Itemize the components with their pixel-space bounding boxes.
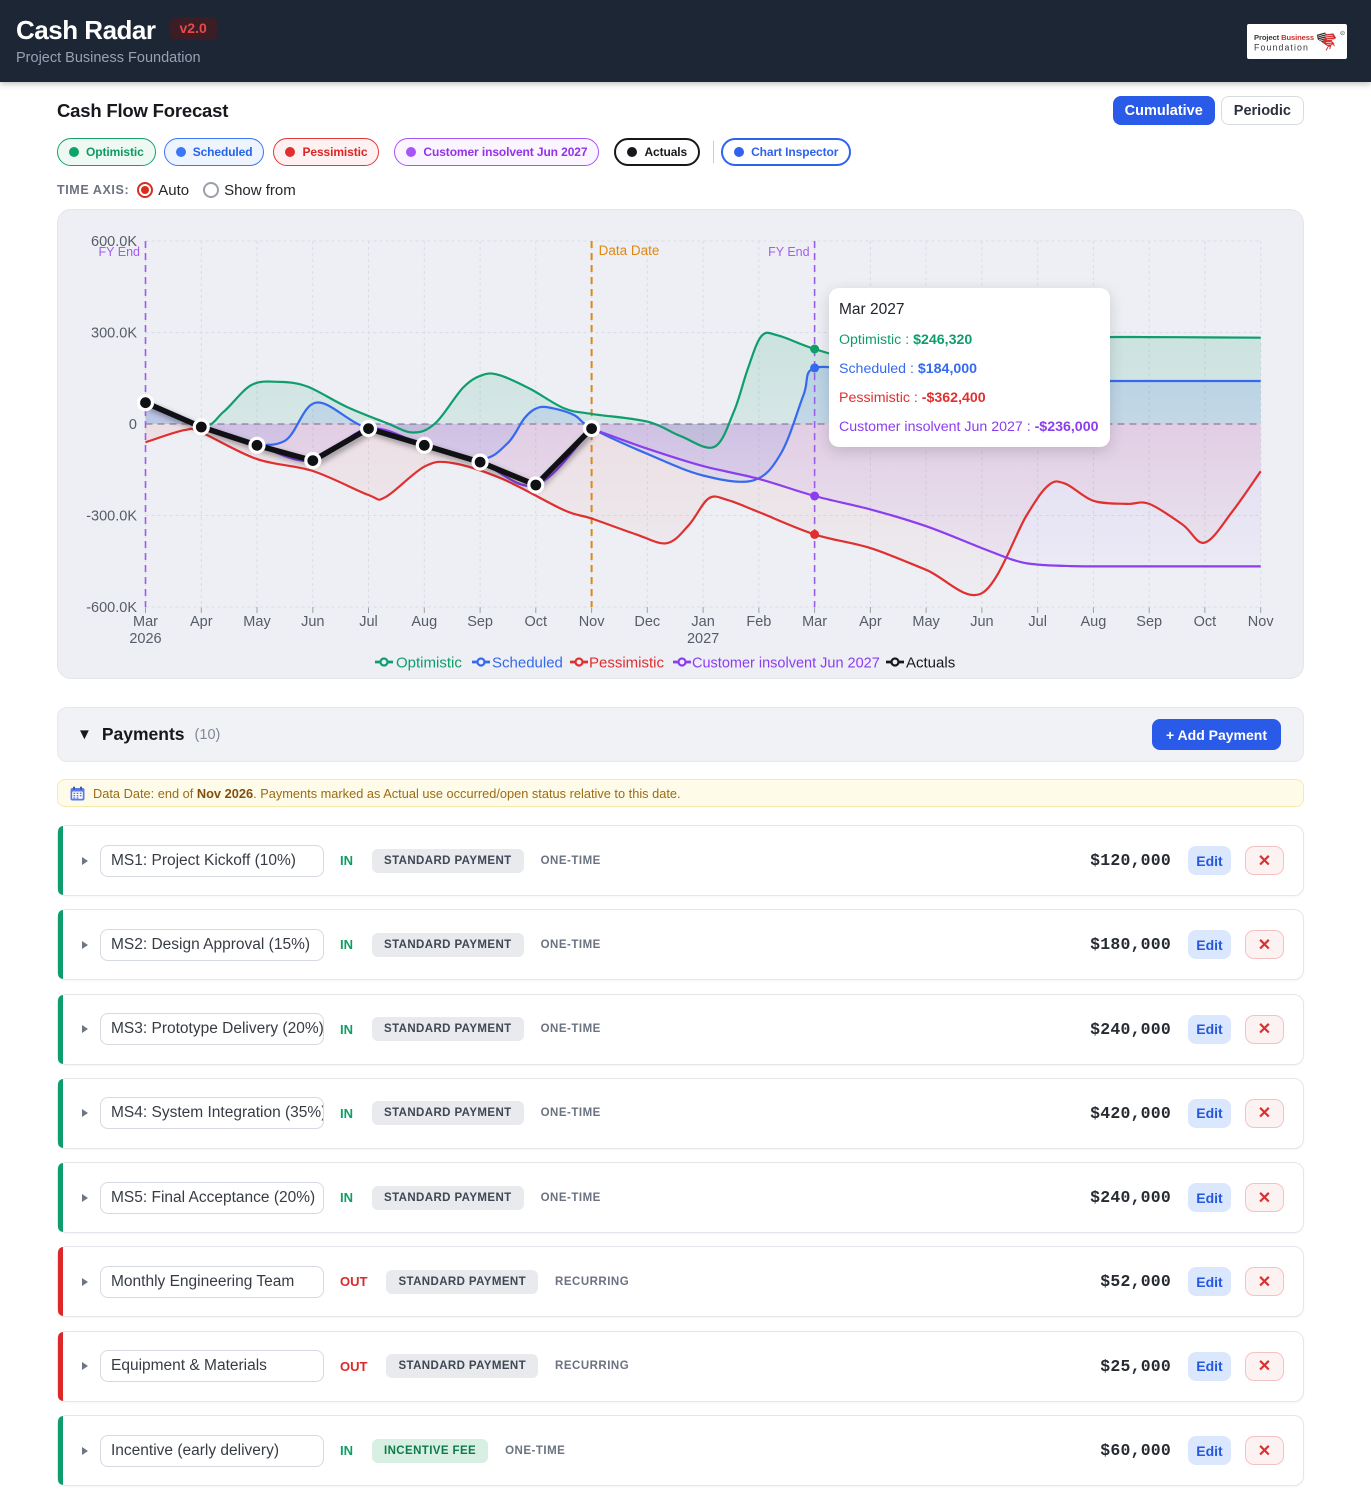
svg-text:FY End: FY End xyxy=(768,245,810,259)
svg-text:Nov: Nov xyxy=(579,614,606,630)
svg-text:Feb: Feb xyxy=(746,614,771,630)
svg-text:Jun: Jun xyxy=(301,614,324,630)
svg-text:Nov: Nov xyxy=(1248,614,1275,630)
svg-text:Oct: Oct xyxy=(525,614,548,630)
svg-text:Project Business: Project Business xyxy=(1254,33,1314,42)
svg-text:Apr: Apr xyxy=(859,614,882,630)
svg-text:Foundation: Foundation xyxy=(1254,43,1309,53)
svg-text:Mar: Mar xyxy=(802,614,827,630)
svg-text:0: 0 xyxy=(129,417,137,433)
svg-text:Jul: Jul xyxy=(1028,614,1047,630)
svg-text:Pessimistic: Pessimistic xyxy=(589,655,665,672)
svg-text:Jan: Jan xyxy=(691,614,714,630)
svg-text:-300.0K: -300.0K xyxy=(86,509,137,525)
svg-text:R: R xyxy=(1341,32,1344,36)
svg-text:-600.0K: -600.0K xyxy=(86,600,137,616)
svg-text:Jul: Jul xyxy=(359,614,378,630)
svg-text:Apr: Apr xyxy=(190,614,213,630)
svg-text:Jun: Jun xyxy=(970,614,993,630)
svg-text:Aug: Aug xyxy=(411,614,437,630)
svg-text:600.0K: 600.0K xyxy=(91,234,137,250)
svg-text:FY End: FY End xyxy=(99,245,141,259)
svg-text:2027: 2027 xyxy=(687,631,719,647)
svg-text:Actuals: Actuals xyxy=(906,655,955,672)
svg-text:Sep: Sep xyxy=(467,614,493,630)
svg-text:Mar: Mar xyxy=(133,614,158,630)
svg-text:Customer insolvent Jun 2027: Customer insolvent Jun 2027 xyxy=(692,656,880,672)
svg-text:Aug: Aug xyxy=(1080,614,1106,630)
svg-text:Dec: Dec xyxy=(634,614,660,630)
svg-text:Oct: Oct xyxy=(1194,614,1217,630)
svg-text:2026: 2026 xyxy=(129,631,161,647)
svg-text:Sep: Sep xyxy=(1136,614,1162,630)
svg-text:May: May xyxy=(243,614,271,630)
svg-text:May: May xyxy=(912,614,940,630)
svg-text:300.0K: 300.0K xyxy=(91,326,137,342)
svg-text:Scheduled: Scheduled xyxy=(492,655,563,672)
svg-text:Optimistic: Optimistic xyxy=(396,655,462,672)
svg-text:Data Date: Data Date xyxy=(599,243,660,258)
